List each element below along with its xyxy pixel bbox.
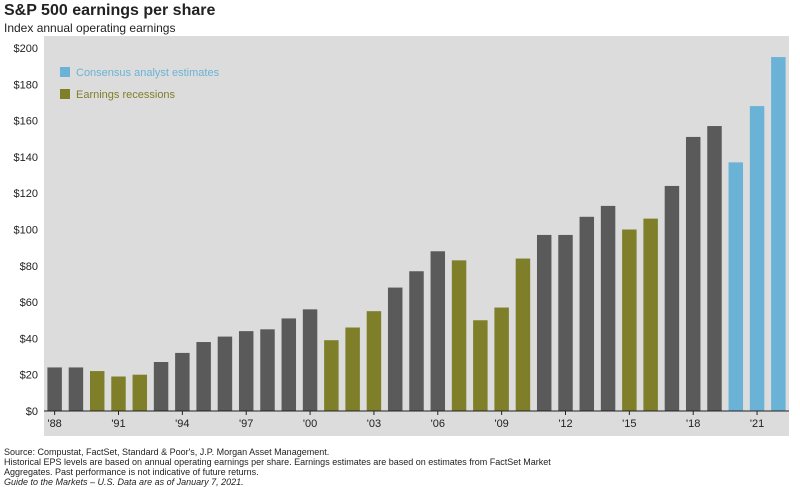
bar-actual — [579, 216, 595, 411]
chart-subtitle: Index annual operating earnings — [4, 21, 176, 35]
legend-label-estimate: Consensus analyst estimates — [76, 67, 220, 79]
bar-actual — [238, 331, 254, 411]
bar-actual — [409, 271, 424, 411]
footer-notes: Source: Compustat, FactSet, Standard & P… — [4, 447, 794, 487]
bar-actual — [558, 234, 573, 411]
bar-actual — [600, 205, 616, 411]
methodology-note: Historical EPS levels are based on annua… — [4, 457, 551, 467]
x-tick-label: '15 — [622, 418, 636, 430]
bar-recession — [494, 307, 509, 411]
y-tick-label: $140 — [14, 152, 38, 164]
x-tick-label: '97 — [239, 418, 253, 430]
bar-actual — [260, 329, 275, 411]
legend: Consensus analyst estimates Earnings rece… — [60, 67, 220, 101]
legend-swatch-estimate — [60, 67, 70, 77]
y-tick-label: $0 — [26, 406, 38, 418]
x-tick-label: '09 — [494, 418, 508, 430]
bar-recession — [89, 371, 105, 411]
legend-label-recession: Earnings recessions — [76, 89, 176, 101]
x-tick-label: '94 — [175, 418, 189, 430]
y-tick-label: $120 — [14, 188, 38, 200]
bar-actual — [175, 352, 190, 411]
bar-recession — [515, 258, 531, 411]
x-tick-label: '18 — [686, 418, 700, 430]
bar-recession — [366, 311, 382, 411]
bar-recession — [111, 376, 126, 411]
x-tick-label: '00 — [303, 418, 317, 430]
x-axis: '88 '91 '94 '97 '00 '03 '06 '09 '12 '15 '18 '21 — [44, 410, 789, 430]
bar-actual — [664, 185, 680, 411]
bar-recession — [622, 229, 637, 411]
x-tick-label: '12 — [558, 418, 572, 430]
x-tick-label: '88 — [47, 418, 61, 430]
bar-actual — [153, 361, 169, 411]
bar-actual — [685, 136, 701, 411]
x-tick-label: '03 — [367, 418, 381, 430]
bar-series — [47, 57, 786, 412]
legend-swatch-recession — [60, 89, 70, 99]
y-tick-label: $200 — [14, 43, 38, 55]
bar-estimate — [771, 57, 786, 411]
bar-actual — [196, 342, 211, 411]
chart-title: S&P 500 earnings per share — [4, 2, 216, 19]
bar-recession — [324, 340, 339, 411]
bar-actual — [68, 367, 84, 411]
y-tick-label: $20 — [20, 370, 38, 382]
y-tick-label: $160 — [14, 116, 38, 128]
bar-actual — [430, 251, 446, 411]
bar-recession — [132, 374, 148, 411]
y-tick-label: $60 — [20, 297, 38, 309]
bar-recession — [473, 320, 488, 411]
y-tick-label: $40 — [20, 333, 38, 345]
bar-actual — [707, 126, 722, 412]
bar-actual — [536, 234, 552, 411]
bar-actual — [387, 287, 403, 411]
data-date-note: Guide to the Markets – U.S. Data are as … — [4, 477, 244, 487]
source-note: Source: Compustat, FactSet, Standard & P… — [4, 447, 330, 457]
x-tick-label: '21 — [750, 418, 764, 430]
x-tick-label: '91 — [111, 418, 125, 430]
bar-estimate — [728, 162, 744, 411]
bar-actual — [47, 367, 62, 411]
y-tick-label: $100 — [14, 225, 38, 237]
bar-actual — [302, 309, 318, 411]
bar-estimate — [749, 106, 765, 411]
y-axis: $0 $20 $40 $60 $80 $100 $120 $140 $160 $180 $200 — [14, 43, 38, 418]
bar-recession — [451, 260, 467, 411]
bar-recession — [345, 327, 360, 411]
bar-recession — [643, 218, 658, 411]
x-tick-label: '06 — [431, 418, 445, 430]
y-tick-label: $80 — [20, 261, 38, 273]
bar-actual — [281, 318, 297, 411]
methodology-note-continued: Aggregates. Past performance is not indi… — [4, 467, 259, 477]
y-tick-label: $180 — [14, 79, 38, 91]
chart-canvas: $0 $20 $40 $60 $80 $100 $120 $140 $160 $180 $200 '… — [14, 43, 789, 430]
bar-actual — [217, 336, 233, 411]
